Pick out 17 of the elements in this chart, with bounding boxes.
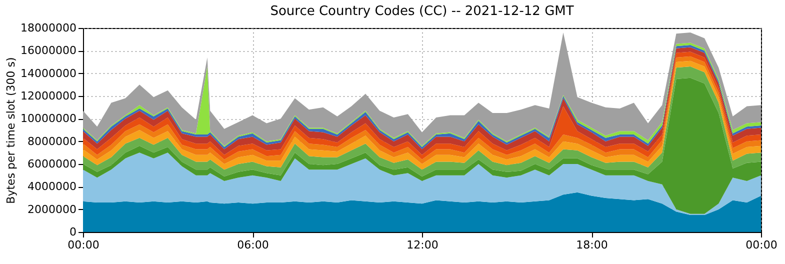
- y-tick-label: 16000000: [20, 44, 76, 58]
- y-tick-label: 6000000: [28, 158, 76, 170]
- x-tick-label: 06:00: [237, 238, 269, 252]
- y-tick-label: 12000000: [20, 90, 76, 102]
- y-tick-label: 10000000: [20, 112, 76, 126]
- y-axis-title: Bytes per time slot (300 s): [4, 57, 18, 204]
- y-tick-label: 14000000: [20, 66, 76, 80]
- y-tick-label: 18000000: [20, 22, 76, 34]
- y-tick-label: 0: [70, 226, 76, 238]
- x-tick-label: 12:00: [406, 238, 438, 252]
- y-tick-label: 8000000: [28, 134, 76, 148]
- x-tick-label: 00:00: [68, 238, 100, 252]
- x-tick-label: 00:00: [746, 238, 778, 252]
- x-tick-label: 18:00: [576, 238, 608, 252]
- chart-title: Source Country Codes (CC) -- 2021-12-12 GMT: [270, 4, 574, 19]
- y-tick-label: 2000000: [28, 202, 76, 216]
- y-tick-label: 4000000: [28, 180, 76, 194]
